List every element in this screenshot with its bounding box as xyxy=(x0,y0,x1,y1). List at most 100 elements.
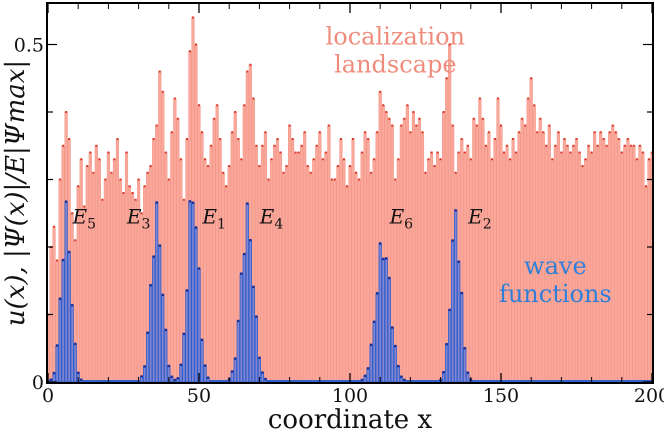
landscape-bar xyxy=(617,138,621,383)
wave-baseline xyxy=(357,380,361,382)
landscape-point xyxy=(137,178,140,181)
landscape-point xyxy=(626,138,629,140)
wave-baseline xyxy=(647,380,651,382)
landscape-bar xyxy=(442,111,446,383)
landscape-point xyxy=(469,158,472,161)
wave-baseline xyxy=(125,380,129,382)
landscape-point xyxy=(327,124,330,127)
wave-baseline xyxy=(614,380,618,382)
landscape-bar xyxy=(408,132,412,383)
landscape-point xyxy=(394,178,397,181)
landscape-point xyxy=(201,131,204,134)
wave-bar xyxy=(182,333,186,383)
landscape-point xyxy=(98,158,101,161)
landscape-point xyxy=(533,104,536,107)
wave-point xyxy=(249,238,252,242)
landscape-bar xyxy=(312,159,316,383)
wave-baseline xyxy=(94,380,98,382)
landscape-bar xyxy=(309,172,313,383)
wave-point xyxy=(143,365,146,368)
landscape-bar xyxy=(420,132,425,383)
landscape-point xyxy=(647,158,650,161)
landscape-bar xyxy=(339,138,343,383)
landscape-bar xyxy=(140,213,144,383)
wave-baseline xyxy=(339,380,343,382)
landscape-bar xyxy=(315,145,319,383)
landscape-point xyxy=(436,151,439,154)
landscape-point xyxy=(261,144,264,147)
landscape-bar xyxy=(508,159,512,383)
landscape-point xyxy=(164,151,167,154)
landscape-point xyxy=(554,144,557,147)
eigenvalue-label: E1 xyxy=(201,204,226,232)
landscape-bar xyxy=(499,125,503,383)
wave-point xyxy=(252,285,255,289)
wave-bar xyxy=(61,259,65,383)
wave-bar xyxy=(460,292,464,383)
landscape-point xyxy=(312,158,315,161)
landscape-point xyxy=(170,131,173,134)
landscape-point xyxy=(345,185,348,188)
wave-point xyxy=(366,367,370,370)
landscape-point xyxy=(303,131,306,134)
wave-bar xyxy=(451,240,455,383)
wave-bar xyxy=(369,344,373,383)
wave-bar xyxy=(52,372,56,383)
landscape-point xyxy=(611,124,614,127)
landscape-bar xyxy=(336,165,340,383)
landscape-bar xyxy=(297,152,301,383)
landscape-point xyxy=(134,198,137,201)
wave-point xyxy=(167,364,170,368)
wave-baseline xyxy=(641,380,645,382)
wave-baseline xyxy=(481,380,485,382)
x-tick-label: 50 xyxy=(187,385,211,407)
eigenvalue-label: E6 xyxy=(389,204,414,232)
wave-point xyxy=(185,289,189,292)
wave-point xyxy=(258,356,261,360)
landscape-point xyxy=(503,151,506,154)
wave-point xyxy=(448,308,451,312)
landscape-point xyxy=(496,97,499,100)
landscape-bar xyxy=(517,132,521,383)
wave-point xyxy=(58,297,62,300)
landscape-point xyxy=(267,178,270,181)
landscape-bar xyxy=(209,145,213,383)
eigenvalue-labels: E5 E3 E1 E4 E6 E2 xyxy=(71,204,491,232)
landscape-point xyxy=(306,165,309,167)
landscape-point xyxy=(427,158,430,161)
landscape-point xyxy=(509,158,512,161)
landscape-point xyxy=(587,144,590,147)
wave-bar xyxy=(155,202,159,383)
landscape-point xyxy=(400,124,403,127)
wave-bar xyxy=(463,347,467,383)
wave-point xyxy=(360,378,364,382)
landscape-point xyxy=(409,131,412,134)
landscape-point xyxy=(270,158,273,161)
landscape-point xyxy=(59,178,62,181)
eigenvalue-label: E3 xyxy=(126,204,151,232)
landscape-bar xyxy=(294,152,298,383)
landscape-bar xyxy=(179,159,183,383)
wave-point xyxy=(363,374,367,377)
wave-baseline xyxy=(602,380,606,382)
wave-baseline xyxy=(487,380,491,382)
landscape-bar xyxy=(324,152,328,383)
landscape-point xyxy=(472,117,475,120)
wave-baseline xyxy=(520,380,524,382)
landscape-point xyxy=(358,178,361,181)
landscape-point xyxy=(182,198,185,201)
landscape-bar xyxy=(426,159,431,383)
landscape-bar xyxy=(626,138,630,383)
landscape-point xyxy=(605,144,608,147)
wave-point xyxy=(391,326,394,329)
landscape-bar xyxy=(620,152,624,383)
wave-baseline xyxy=(212,380,216,382)
wave-point xyxy=(369,343,373,347)
wave-label-line: wave xyxy=(524,252,587,280)
landscape-bar xyxy=(599,132,603,383)
eigenvalue-subscript: 4 xyxy=(274,216,283,232)
landscape-point xyxy=(80,158,83,161)
wave-point xyxy=(261,371,264,374)
wave-baseline xyxy=(475,380,479,382)
